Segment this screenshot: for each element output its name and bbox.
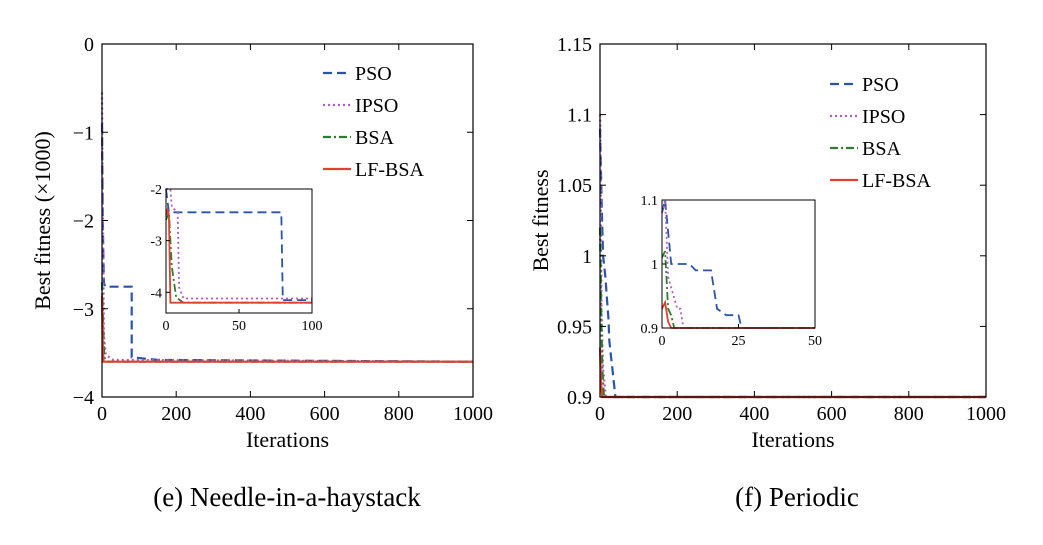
inset-y-tick-label: -3 xyxy=(150,235,162,250)
legend-label-bsa: BSA xyxy=(355,127,394,149)
inset-x-tick-label: 100 xyxy=(302,319,323,334)
x-tick-label: 200 xyxy=(662,403,692,425)
legend: PSO IPSO BSA LF-BSA xyxy=(323,63,424,181)
chart-1: 0 200 400 600 800 1000 1.15 1.1 1.05 1 0.95 0.9 Iter… xyxy=(528,34,1006,512)
y-tick-label: −3 xyxy=(73,299,94,321)
y-tick-label: 0.9 xyxy=(567,387,592,409)
series-line-pso xyxy=(598,128,986,399)
inset-y-tick-label: 1 xyxy=(651,258,658,273)
figure-caption: (e) Needle-in-a-haystack xyxy=(153,482,421,512)
y-tick-label: 0 xyxy=(84,34,94,56)
inset-x-tick-label: 50 xyxy=(808,334,822,349)
inset-background xyxy=(166,189,312,313)
x-tick-label: 0 xyxy=(97,403,107,425)
y-tick-label: −1 xyxy=(73,122,94,144)
y-axis-label: Best fitness (×1000) xyxy=(30,131,55,310)
inset-y-tick-label: 1.1 xyxy=(641,194,659,209)
inset-series-line-pso xyxy=(661,199,815,329)
y-tick-label: 1.15 xyxy=(557,34,592,56)
y-tick-label: 0.95 xyxy=(557,316,592,338)
inset-series-line-pso xyxy=(165,188,312,302)
inset-x-tick-label: 25 xyxy=(732,334,746,349)
x-tick-label: 600 xyxy=(817,403,847,425)
legend-label-ipso: IPSO xyxy=(862,106,905,128)
y-tick-label: 1.05 xyxy=(557,175,592,197)
y-tick-label: −2 xyxy=(73,211,94,233)
figure-caption: (f) Periodic xyxy=(735,482,859,512)
y-tick-label: −4 xyxy=(73,387,94,409)
x-tick-label: 800 xyxy=(894,403,924,425)
inset-series-line-lf-bsa xyxy=(165,206,312,304)
legend-label-bsa: BSA xyxy=(862,138,901,160)
x-axis-label: Iterations xyxy=(246,427,329,452)
x-tick-label: 800 xyxy=(384,403,414,425)
x-axis-label: Iterations xyxy=(751,427,834,452)
legend-label-ipso: IPSO xyxy=(355,95,398,117)
legend: PSO IPSO BSA LF-BSA xyxy=(830,74,931,192)
series-line-lf-bsa xyxy=(598,347,986,399)
x-tick-label: 200 xyxy=(161,403,191,425)
x-tick-label: 400 xyxy=(739,403,769,425)
y-tick-label: 1 xyxy=(582,246,592,268)
legend-label-lf-bsa: LF-BSA xyxy=(862,170,931,192)
chart-0: 0 200 400 600 800 10000−1−2−3−4IterationsBest… xyxy=(30,34,493,512)
y-tick-label: 1.1 xyxy=(567,105,592,127)
plot-frame xyxy=(599,43,987,398)
legend-label-pso: PSO xyxy=(862,74,899,96)
inset-x-tick-label: 50 xyxy=(232,319,246,334)
x-tick-label: 600 xyxy=(310,403,340,425)
inset-series-line-ipso xyxy=(166,188,312,300)
legend-label-lf-bsa: LF-BSA xyxy=(355,159,424,181)
x-tick-label: 0 xyxy=(595,403,605,425)
inset-x-tick-label: 0 xyxy=(659,334,666,349)
inset-background xyxy=(662,200,815,328)
inset-x-tick-label: 0 xyxy=(163,319,170,334)
inset-y-tick-label: -4 xyxy=(150,286,162,301)
inset-chart: 0 50 100 -2 -3 -4 xyxy=(150,183,322,334)
series-line-ipso xyxy=(100,92,474,363)
inset-y-tick-label: -2 xyxy=(150,183,162,198)
inset-chart: 0 25 50 1.1 1 0.9 xyxy=(641,194,823,349)
y-axis-label: Best fitness xyxy=(528,169,553,271)
legend-label-pso: PSO xyxy=(355,63,392,85)
x-tick-label: 1000 xyxy=(453,403,493,425)
inset-y-tick-label: 0.9 xyxy=(641,322,659,337)
x-tick-label: 400 xyxy=(235,403,265,425)
x-tick-label: 1000 xyxy=(966,403,1006,425)
